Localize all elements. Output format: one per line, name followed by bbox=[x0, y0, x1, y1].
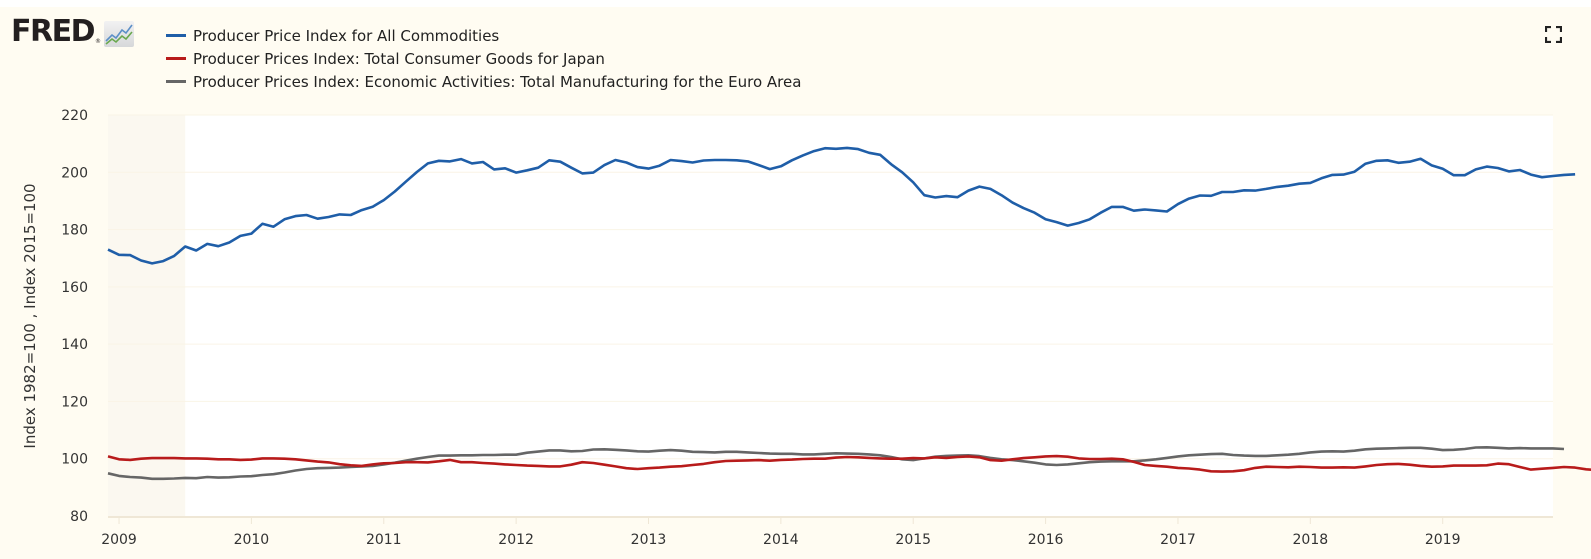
series-line-2 bbox=[107, 454, 1591, 473]
y-tick-label: 220 bbox=[61, 108, 88, 124]
x-tick-label: 2014 bbox=[763, 532, 799, 548]
fullscreen-icon[interactable] bbox=[1544, 25, 1563, 44]
x-tick-label: 2013 bbox=[631, 532, 667, 548]
legend-swatch bbox=[166, 34, 186, 37]
chart-line-icon bbox=[104, 21, 134, 47]
legend-item[interactable]: Producer Prices Index: Total Consumer Go… bbox=[166, 47, 801, 70]
series-line-3 bbox=[107, 445, 1565, 481]
x-tick-label: 2016 bbox=[1028, 532, 1064, 548]
legend-swatch bbox=[166, 57, 186, 60]
recession-shading bbox=[108, 115, 186, 516]
registered-mark: ® bbox=[95, 38, 101, 45]
x-tick-label: 2011 bbox=[366, 532, 402, 548]
y-tick-label: 140 bbox=[61, 337, 88, 353]
legend-label: Producer Prices Index: Economic Activiti… bbox=[193, 72, 802, 91]
legend-label: Producer Price Index for All Commodities bbox=[193, 26, 500, 45]
y-tick-label: 100 bbox=[61, 452, 88, 468]
x-tick-label: 2010 bbox=[234, 532, 270, 548]
fred-logo[interactable]: FRED ® bbox=[11, 17, 134, 47]
x-tick-label: 2009 bbox=[101, 532, 137, 548]
x-tick-label: 2018 bbox=[1293, 532, 1329, 548]
x-tick-label: 2015 bbox=[895, 532, 931, 548]
legend-item[interactable]: Producer Prices Index: Economic Activiti… bbox=[166, 70, 801, 93]
y-tick-label: 80 bbox=[70, 509, 88, 525]
y-tick-label: 120 bbox=[61, 394, 88, 410]
logo-text: FRED bbox=[11, 14, 96, 49]
series-line-1 bbox=[107, 146, 1576, 265]
legend-swatch bbox=[166, 80, 186, 83]
y-tick-label: 180 bbox=[61, 223, 88, 239]
x-tick-label: 2012 bbox=[498, 532, 534, 548]
legend-item[interactable]: Producer Price Index for All Commodities bbox=[166, 24, 801, 47]
x-tick-label: 2017 bbox=[1160, 532, 1196, 548]
y-tick-label: 160 bbox=[61, 280, 88, 296]
chart-legend: Producer Price Index for All Commodities… bbox=[166, 24, 801, 93]
x-tick-label: 2019 bbox=[1425, 532, 1461, 548]
y-tick-label: 200 bbox=[61, 165, 88, 181]
legend-label: Producer Prices Index: Total Consumer Go… bbox=[193, 49, 605, 68]
